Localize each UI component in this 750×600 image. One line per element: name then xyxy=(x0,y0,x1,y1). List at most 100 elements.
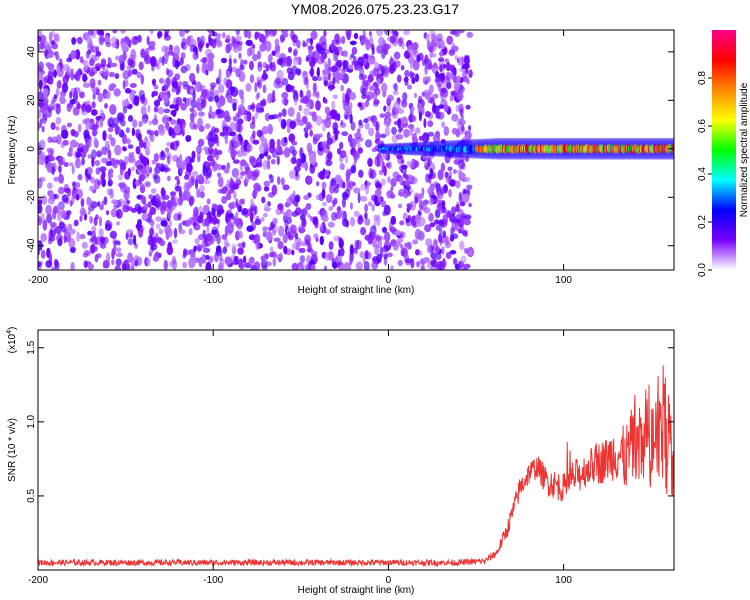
spectrogram-cell xyxy=(125,79,129,87)
spectrogram-cell xyxy=(147,105,151,113)
spectrogram-cell xyxy=(133,234,137,246)
spectrogram-cell xyxy=(367,201,373,207)
spectrogram-cell xyxy=(85,104,92,113)
spectrogram-cell xyxy=(169,104,176,109)
spectrogram-cell xyxy=(87,154,93,159)
spectrogram-cell xyxy=(329,179,337,187)
spectrogram-cell xyxy=(161,200,167,211)
spectrogram-cell xyxy=(316,67,320,78)
spectrogram-cell xyxy=(205,254,210,260)
spectrogram-cell xyxy=(288,133,296,143)
spectrogram-cell xyxy=(148,251,152,257)
spectrogram-cell xyxy=(435,184,439,190)
spectrogram-cell xyxy=(274,77,281,85)
spectrogram-cell xyxy=(60,142,65,149)
spectrogram-cell xyxy=(154,114,157,122)
spectrogram-cell xyxy=(73,91,79,102)
spectrogram-cell xyxy=(439,227,443,236)
spectrogram-cell xyxy=(341,131,349,137)
spectrogram-cell xyxy=(95,214,99,220)
spectrogram-cell xyxy=(322,68,330,76)
spectrogram-cell xyxy=(235,121,241,133)
spectrogram-cell xyxy=(415,127,421,134)
spectrogram-cell xyxy=(381,82,388,93)
spectrogram-cell xyxy=(394,241,402,247)
spectrogram-cell xyxy=(233,190,237,200)
spectrogram-cell xyxy=(427,187,433,195)
spectrogram-cell xyxy=(211,226,219,236)
spectrogram-cell xyxy=(390,178,397,187)
spectrogram-cell xyxy=(93,86,100,95)
spectrogram-cell xyxy=(418,111,422,122)
spectrogram-cell xyxy=(445,235,449,246)
spectrogram-cell xyxy=(294,97,298,106)
spectrogram-cell xyxy=(46,213,53,224)
spectrogram-cell xyxy=(182,80,189,87)
spectrogram-cell xyxy=(404,69,410,78)
spectrogram-cell xyxy=(377,77,381,87)
spectrogram-cell xyxy=(165,67,170,76)
spectrogram-cell xyxy=(138,89,145,101)
spectrogram-cell xyxy=(110,62,118,68)
spectrogram-cell xyxy=(83,260,88,269)
spectrogram-cell xyxy=(466,184,473,190)
spectrogram-cell xyxy=(282,184,290,191)
spectrogram-cell xyxy=(239,262,245,270)
spectrogram-cell xyxy=(413,92,418,98)
spectrogram-cell xyxy=(120,119,126,127)
spectrogram-cell xyxy=(396,154,403,160)
spectrogram-cell xyxy=(421,58,426,67)
spectrogram-cell xyxy=(163,108,171,114)
spectrogram-cell xyxy=(400,159,405,164)
spectrogram-cell xyxy=(435,37,443,43)
spectrogram-cell xyxy=(436,252,442,260)
spectrogram-cell xyxy=(278,112,282,118)
spectrogram-cell xyxy=(390,239,396,247)
spectrogram-cell xyxy=(155,223,161,230)
spectrogram-cell xyxy=(379,113,385,118)
spectrogram-cell xyxy=(448,49,456,56)
spectrogram-cell xyxy=(232,102,237,112)
spectrogram-cell xyxy=(241,207,248,215)
spectrogram-cell xyxy=(310,250,318,256)
spectrogram-cell xyxy=(102,130,107,142)
spectrogram-cell xyxy=(118,54,124,65)
spectrogram-cell xyxy=(177,160,185,169)
spectrogram-cell xyxy=(61,82,69,93)
spectrogram-cell xyxy=(159,56,163,64)
spectrogram-cell xyxy=(183,174,190,180)
spectrogram-cell xyxy=(312,82,317,94)
spectrogram-cell xyxy=(374,155,380,167)
spectrogram-cell xyxy=(104,103,108,109)
spectrogram-cell xyxy=(358,214,363,221)
spectrogram-ytick-label: 0 xyxy=(26,146,37,152)
spectrogram-cell xyxy=(235,30,240,36)
spectrogram-cell xyxy=(338,236,342,242)
spectrogram-cell xyxy=(75,49,81,60)
spectrogram-cell xyxy=(392,171,400,179)
spectrogram-cell xyxy=(127,167,131,177)
spectrogram-cell xyxy=(214,147,218,158)
snr-xtick-label: -100 xyxy=(203,575,223,586)
spectrogram-cell xyxy=(442,257,446,268)
spectrogram-cell xyxy=(161,56,165,66)
spectrogram-cell xyxy=(228,58,232,68)
spectrogram-xlabel: Height of straight line (km) xyxy=(298,285,415,296)
spectrogram-cell xyxy=(105,210,110,216)
spectrogram-cell xyxy=(71,194,75,205)
spectrogram-cell xyxy=(382,244,389,253)
spectrogram-cell xyxy=(341,210,345,221)
spectrogram-cell xyxy=(352,138,359,145)
spectrogram-cell xyxy=(108,173,114,179)
spectrogram-cell xyxy=(260,217,265,222)
spectrogram-cell xyxy=(421,91,426,97)
spectrogram-cell xyxy=(293,165,301,173)
spectrogram-cell xyxy=(291,34,298,43)
spectrogram-cell xyxy=(349,202,353,210)
spectrogram-cell xyxy=(58,159,64,166)
spectrogram-frame xyxy=(37,29,675,271)
spectrogram-cell xyxy=(280,118,287,130)
spectrogram-cell xyxy=(376,183,381,189)
spectrogram-cell xyxy=(54,261,60,270)
spectrogram-cell xyxy=(229,86,236,93)
